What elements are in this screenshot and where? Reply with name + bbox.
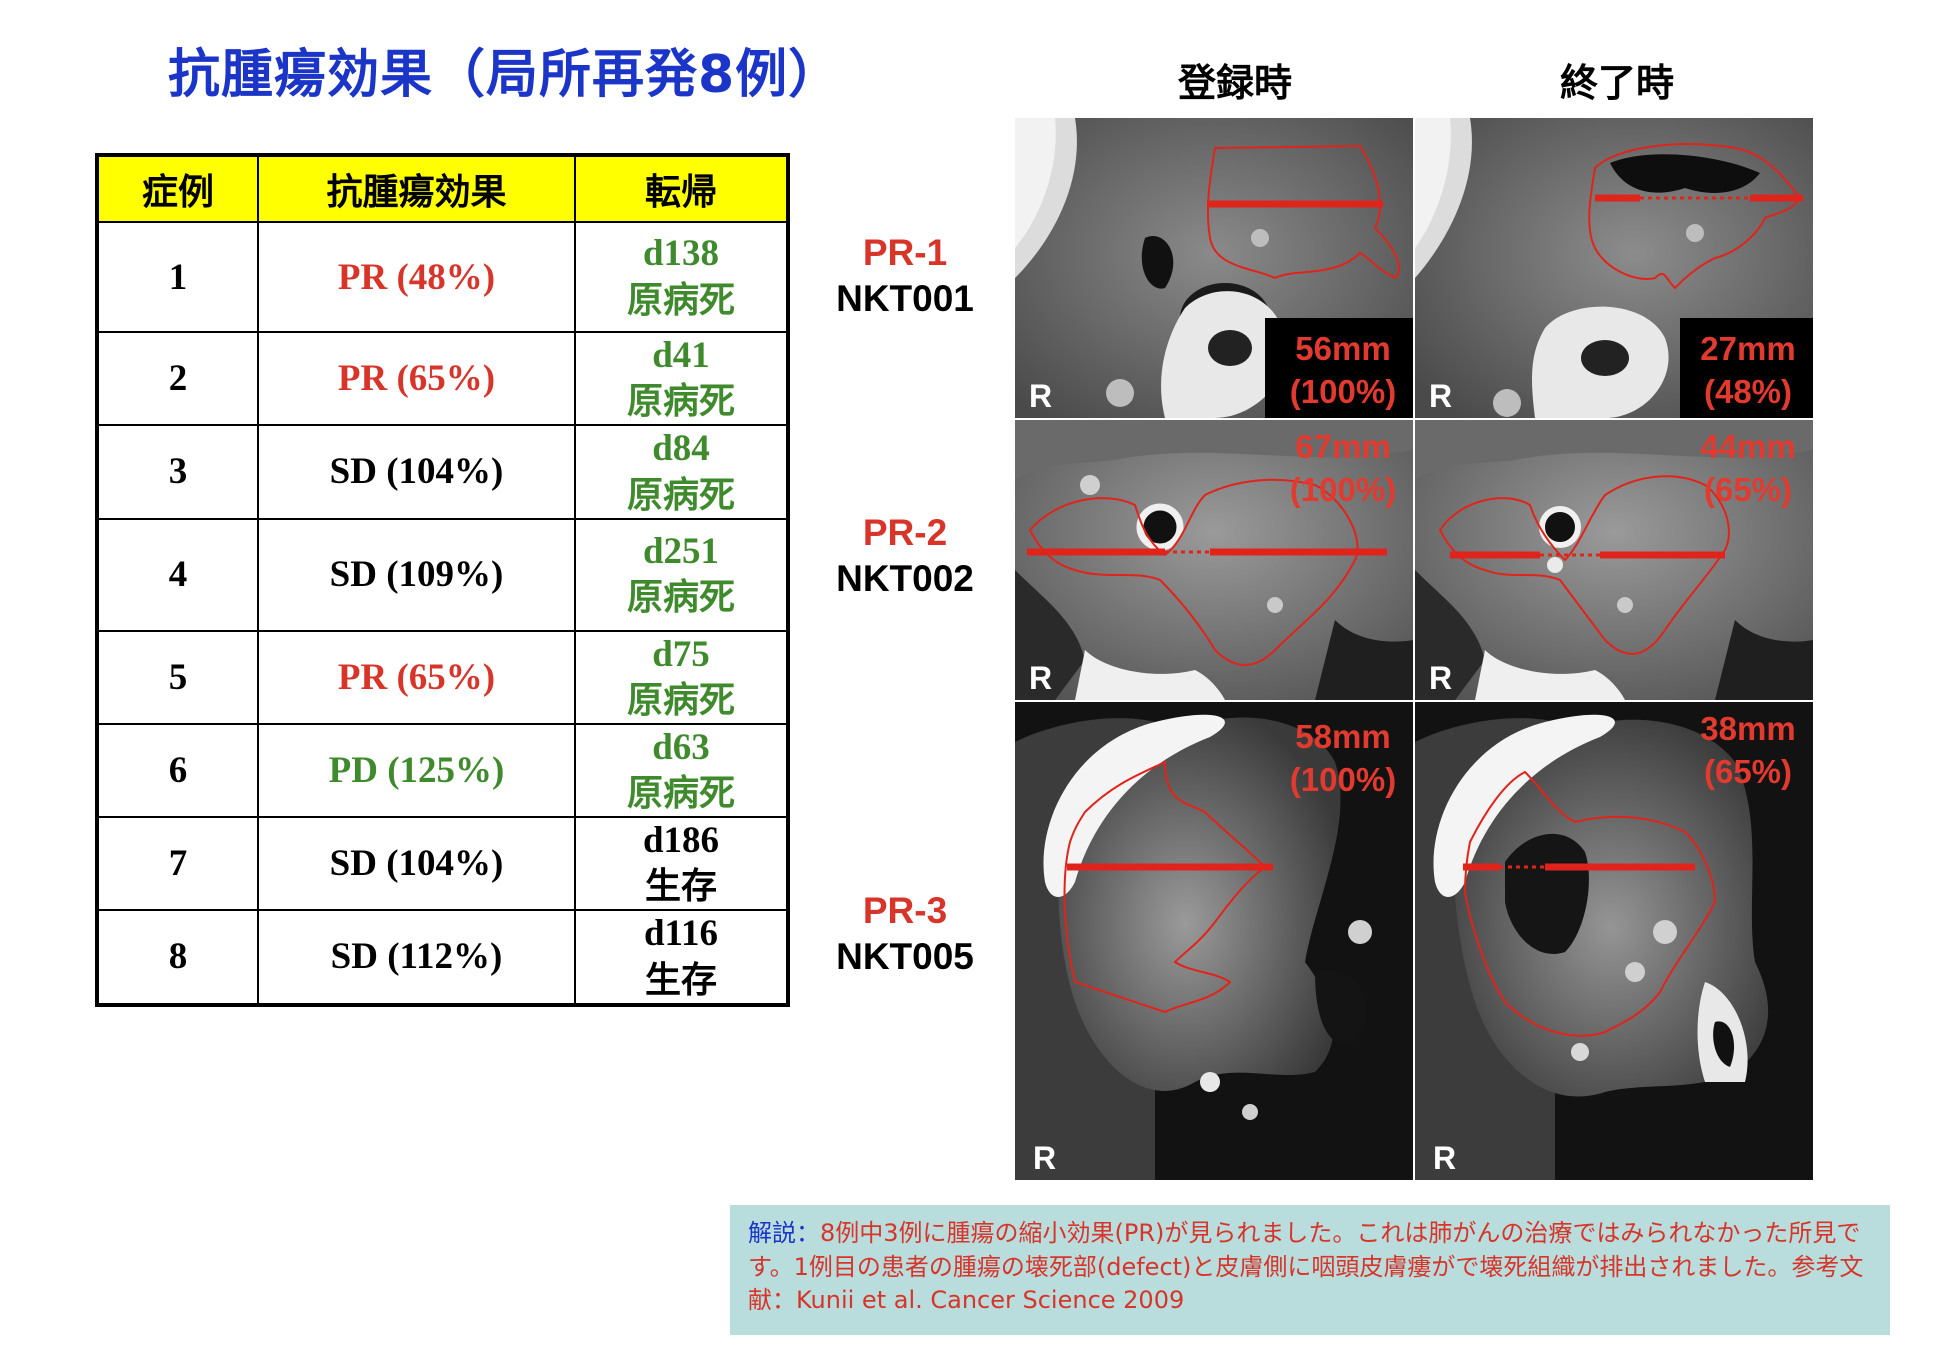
outcome-cell: d251 原病死 [574,517,789,632]
page-title: 抗腫瘍効果（局所再発8例） [168,45,842,105]
orientation-marker: R [1033,1140,1057,1176]
baseline-measurement: 67mm (100%) [1273,426,1413,512]
ct-scan-case2-end: 44mm (65%) R [1415,420,1813,700]
measurement-size: 27mm [1700,330,1796,367]
header-effect: 抗腫瘍効果 [257,154,576,223]
outcome-cell: d84 原病死 [574,424,789,520]
orientation-marker: R [1029,660,1053,696]
case-label-3: PR-3 NKT005 [810,890,1000,978]
outcome-day: d63 [652,726,710,768]
orientation-marker: R [1029,378,1053,414]
orientation-marker: R [1433,1140,1457,1176]
baseline-measurement: 58mm (100%) [1273,716,1413,802]
table-header-row: 症例 抗腫瘍効果 転帰 [96,154,789,223]
case-label-2: PR-2 NKT002 [810,512,1000,600]
case-patient-id: NKT005 [836,936,974,977]
outcome-status: 原病死 [626,474,735,516]
case-number: 3 [96,424,259,520]
outcome-status: 生存 [644,866,717,908]
outcome-status: 原病死 [626,279,735,321]
orientation-marker: R [1429,378,1453,414]
outcome-day: d251 [642,530,720,572]
case-number: 5 [96,629,259,725]
antitumor-effect: SD (109%) [257,517,576,632]
note-text: 8例中3例に腫瘍の縮小効果(PR)が見られました。これは肺がんの治療ではみられな… [748,1219,1864,1315]
measurement-size: 58mm [1295,718,1391,755]
antitumor-effect: SD (112%) [257,909,576,1006]
baseline-column-header: 登録時 [1178,61,1293,105]
measurement-percent: (100%) [1289,470,1397,508]
measurement-size: 56mm [1295,330,1391,367]
table-row: 5 PR (65%) d75 原病死 [96,629,789,725]
outcome-day: d84 [652,428,710,470]
ct-scan-case1-end: 27mm (48%) R [1415,118,1813,418]
outcome-status: 生存 [644,959,717,1001]
ct-scan-case1-baseline: 56mm (100%) R [1015,118,1413,418]
outcome-status: 原病死 [626,679,735,721]
outcome-status: 原病死 [626,773,735,814]
measurement-percent: (100%) [1289,760,1397,798]
outcome-cell: d138 原病死 [574,221,789,333]
ct-scan-case3-baseline: 58mm (100%) R [1015,702,1413,1180]
end-measurement: 38mm (65%) [1683,708,1813,794]
table-row: 4 SD (109%) d251 原病死 [96,517,789,632]
case-patient-id: NKT002 [836,558,974,599]
header-outcome: 転帰 [574,154,789,223]
case-label-1: PR-1 NKT001 [810,232,1000,320]
outcome-day: d41 [652,335,710,376]
table-body: 1 PR (48%) d138 原病死 2 PR (65%) d41 原病死 3 SD (104%… [96,221,789,1006]
antitumor-effect: PR (48%) [257,221,576,333]
case-number: 1 [96,221,259,333]
case-response-label: PR-2 [862,512,948,553]
outcome-cell: d116 生存 [574,909,789,1006]
measurement-size: 38mm [1700,710,1796,747]
antitumor-effect: PR (65%) [257,330,576,427]
orientation-marker: R [1429,660,1453,696]
measurement-percent: (65%) [1703,752,1793,790]
table-row: 8 SD (112%) d116 生存 [96,909,789,1006]
end-measurement: 27mm (48%) [1683,328,1813,414]
table-row: 3 SD (104%) d84 原病死 [96,424,789,520]
table-row: 2 PR (65%) d41 原病死 [96,330,789,427]
outcome-cell: d41 原病死 [574,330,789,427]
results-table: 症例 抗腫瘍効果 転帰 1 PR (48%) d138 原病死 2 PR (65%) d41… [95,153,790,1007]
end-column-header: 終了時 [1560,61,1675,105]
ct-scan-case3-end: 38mm (65%) R [1415,702,1813,1180]
case-number: 7 [96,815,259,912]
outcome-cell: d75 原病死 [574,629,789,725]
case-number: 4 [96,517,259,632]
measurement-percent: (100%) [1289,372,1397,410]
case-number: 2 [96,330,259,427]
antitumor-effect: SD (104%) [257,424,576,520]
antitumor-effect: PR (65%) [257,629,576,725]
end-measurement: 44mm (65%) [1683,426,1813,512]
outcome-day: d186 [642,820,720,861]
measurement-size: 67mm [1295,428,1391,465]
header-case: 症例 [96,154,259,223]
ct-scan-case2-baseline: 67mm (100%) R [1015,420,1413,700]
measurement-percent: (65%) [1703,470,1793,508]
outcome-cell: d186 生存 [574,815,789,912]
antitumor-effect: PD (125%) [257,722,576,819]
case-response-label: PR-1 [862,232,948,273]
explanation-note: 解説：8例中3例に腫瘍の縮小効果(PR)が見られました。これは肺がんの治療ではみ… [730,1205,1890,1335]
baseline-measurement: 56mm (100%) [1273,328,1413,414]
antitumor-effect: SD (104%) [257,815,576,912]
outcome-cell: d63 原病死 [574,722,789,819]
case-response-label: PR-3 [862,890,948,931]
case-number: 6 [96,722,259,819]
table-row: 6 PD (125%) d63 原病死 [96,722,789,819]
outcome-day: d116 [643,913,719,955]
measurement-size: 44mm [1700,428,1796,465]
outcome-day: d75 [652,633,710,675]
outcome-day: d138 [642,233,720,275]
table-row: 7 SD (104%) d186 生存 [96,815,789,912]
case-number: 8 [96,909,259,1006]
note-lead: 解説： [748,1219,820,1247]
measurement-percent: (48%) [1703,372,1793,410]
case-patient-id: NKT001 [836,278,974,319]
outcome-status: 原病死 [626,577,735,619]
table-row: 1 PR (48%) d138 原病死 [96,221,789,333]
outcome-status: 原病死 [626,381,735,423]
